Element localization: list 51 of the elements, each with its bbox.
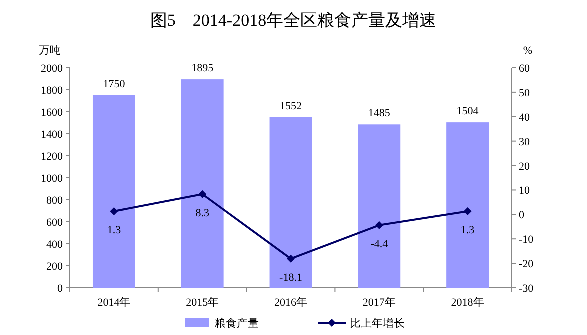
- y-tick-label: 600: [46, 217, 64, 229]
- y2-tick-label: -20: [519, 258, 534, 271]
- data-label: 1504: [456, 106, 480, 118]
- legend-label: 粮食产量: [215, 317, 259, 330]
- y2-axis-title: %: [523, 45, 533, 57]
- y2-tick-label: 40: [519, 112, 530, 124]
- y2-tick-label: -10: [519, 234, 534, 246]
- y-tick-label: 1800: [41, 85, 64, 97]
- x-tick-label: 2018年: [451, 297, 484, 309]
- y-tick-label: 1600: [41, 107, 64, 119]
- bar: [270, 117, 312, 288]
- y-tick-label: 1200: [41, 151, 64, 163]
- data-label: 1485: [368, 108, 391, 120]
- y2-tick-label: 0: [519, 210, 525, 222]
- point: [375, 221, 384, 230]
- y2-tick-label: 60: [519, 63, 530, 75]
- y-tick-label: 1400: [41, 129, 64, 141]
- bar: [446, 122, 490, 288]
- data-label: 1750: [103, 78, 126, 90]
- point: [198, 190, 207, 198]
- x-tick-label: 2015年: [186, 297, 220, 309]
- y2-tick-label: 20: [519, 160, 530, 173]
- y-axis-title: 万吨: [39, 44, 61, 57]
- data-label: 1552: [280, 100, 302, 112]
- data-label: -4.4: [370, 238, 389, 250]
- data-label: 8.3: [196, 207, 210, 220]
- bar: [92, 96, 136, 288]
- y-tick-label: 1000: [41, 173, 64, 185]
- y-tick-label: 400: [46, 239, 64, 251]
- point: [464, 207, 472, 216]
- y2-tick-label: -30: [519, 283, 534, 295]
- y2-tick-label: 50: [519, 87, 530, 100]
- y2-tick-label: 10: [519, 185, 530, 198]
- y-tick-label: 0: [58, 283, 64, 295]
- data-label: 1895: [192, 62, 214, 75]
- x-tick-label: 2016年: [274, 297, 308, 309]
- data-label: 1.3: [460, 224, 476, 236]
- point: [287, 254, 295, 263]
- y-tick-label: 800: [46, 195, 64, 207]
- y2-tick-label: 30: [519, 136, 530, 148]
- data-label: 1.3: [107, 224, 122, 236]
- bar: [358, 124, 401, 288]
- data-label: -18.1: [280, 272, 302, 284]
- chart-title: 图5 2014-2018年全区粮食产量及增速: [150, 11, 437, 30]
- y-tick-label: 2000: [41, 63, 64, 75]
- bar: [181, 80, 224, 288]
- legend-label: 比上年增长: [350, 317, 405, 330]
- x-tick-label: 2014年: [98, 297, 131, 309]
- y-tick-label: 200: [46, 261, 64, 273]
- x-tick-label: 2017年: [362, 297, 396, 309]
- point: [110, 207, 118, 216]
